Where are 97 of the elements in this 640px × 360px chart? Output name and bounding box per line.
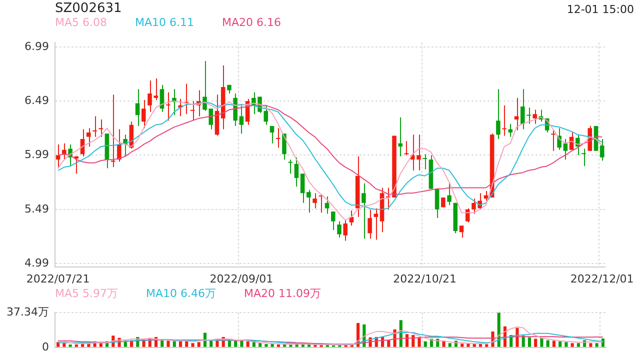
candlestick [398,116,403,157]
candlestick [300,173,305,204]
bar [424,341,427,347]
y-tick-label: 6.49 [24,94,49,107]
bar [589,343,592,347]
bar [191,343,194,347]
bar [197,342,200,347]
candlestick [465,208,470,223]
text: MA10 6.11 [135,16,194,29]
y-tick-label: 5.99 [24,148,49,162]
y-tick-label: 4.99 [24,256,49,270]
candlestick [142,100,146,129]
bar [595,343,598,347]
candlestick [276,128,280,148]
candlestick [270,126,274,144]
candlestick [496,88,500,140]
y-tick-label: 5.49 [24,202,49,216]
bar [216,340,219,347]
candlestick [502,104,506,136]
bar [546,340,550,347]
bar [540,338,544,347]
candlestick [98,119,103,138]
candlestick [374,208,378,240]
bar [412,335,415,347]
candlestick [434,188,440,219]
candlestick [282,133,286,160]
text: MA10 6.46万 [146,286,216,301]
bar [460,344,464,347]
candlestick [92,116,97,138]
x-tick-label: 2022/12/01 [570,272,634,286]
x-tick-label: 2022/07/21 [26,272,90,286]
candlestick [600,138,604,162]
bar [264,344,268,347]
bar [405,334,409,347]
candlestick [447,182,452,206]
bar [564,342,568,347]
bar [485,344,488,347]
candlestick [190,100,195,122]
candlestick [288,159,292,174]
candlestick [343,220,348,242]
bar [234,340,238,347]
bar [552,340,556,347]
bar [448,343,452,347]
candlestick [233,93,238,126]
bar [558,341,562,347]
text: MA5 5.97万 [55,286,118,301]
bar [534,338,538,347]
candlestick [324,196,330,214]
y-tick-label: 6.99 [24,40,49,53]
bar [418,338,421,347]
candlestick [306,189,311,214]
x-tick-label: 2022/10/21 [393,272,457,286]
candlestick [239,104,244,134]
candlestick [117,128,122,162]
candlestick [416,134,421,171]
candlestick [557,128,562,150]
bar [99,343,102,347]
candlestick [368,208,372,240]
y-tick-label: 37.34万 [6,305,49,318]
bar [442,341,446,347]
bar [246,341,250,347]
bar [522,336,525,347]
candlestick [588,126,592,152]
candlestick [532,109,538,124]
chart-title: SZ002631 [55,1,122,16]
x-tick-label: 2022/09/01 [210,272,274,286]
bar [62,343,66,347]
candlestick [86,128,91,148]
bar [240,340,244,347]
text: MA20 11.09万 [244,286,322,301]
bar [466,344,470,347]
text: MA5 6.08 [55,16,108,29]
bar [166,340,170,347]
candlestick [563,138,568,160]
bar [160,340,164,347]
candlestick [135,88,140,126]
candlestick [56,144,60,169]
candlestick [264,104,268,126]
candlestick [312,192,317,209]
bar [387,340,390,347]
candlestick [582,148,586,167]
candlestick [551,130,556,152]
candlestick [362,182,366,240]
candlestick [459,225,464,238]
bar [576,343,580,347]
bar [570,343,574,347]
bar [528,337,532,347]
candlestick [294,156,299,188]
text: 12-01 15:00 [566,3,634,16]
y-tick-label: 0 [42,340,49,354]
candlestick [508,123,513,138]
candlestick [404,140,409,156]
candlestick [62,142,66,160]
candlestick [422,154,427,170]
candlestick [337,220,342,238]
candlestick [331,211,336,230]
text: MA20 6.16 [222,16,282,29]
